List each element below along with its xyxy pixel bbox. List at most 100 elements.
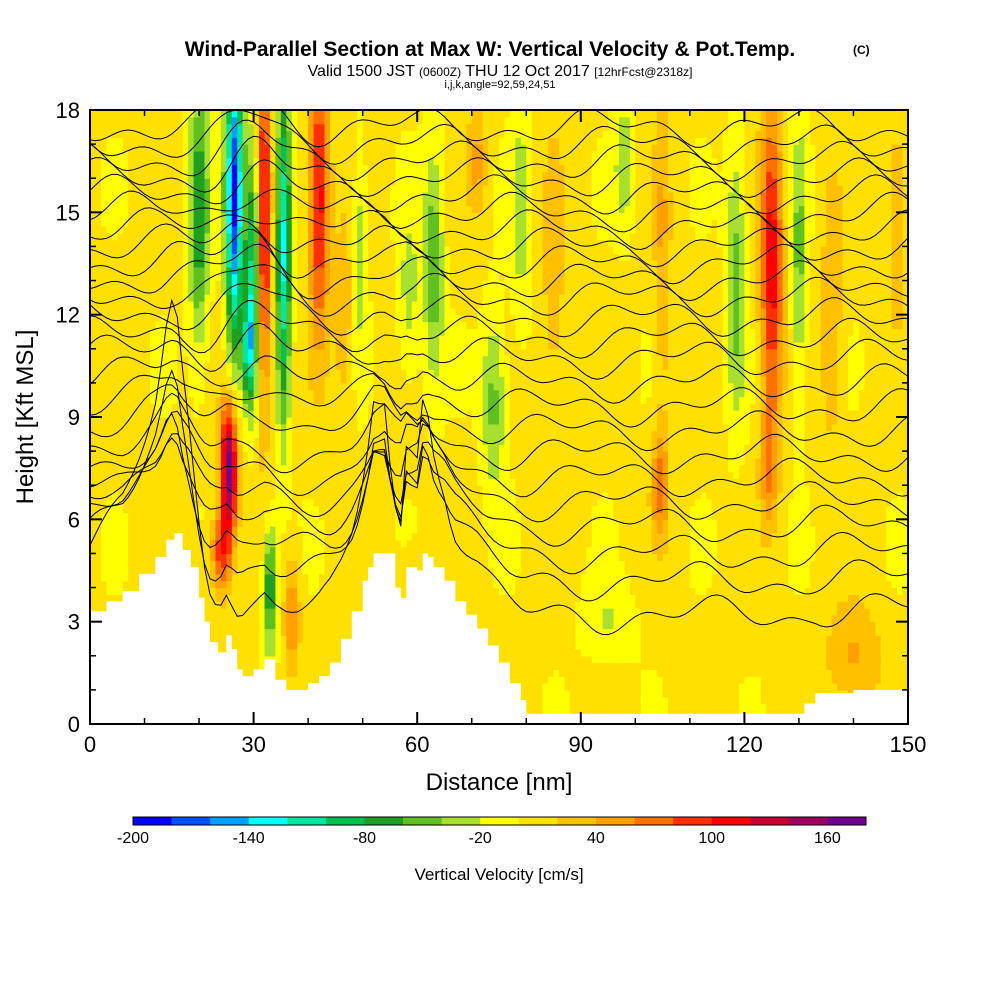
velocity-cell (220, 478, 227, 486)
velocity-cell (362, 287, 369, 295)
velocity-cell (193, 266, 200, 275)
velocity-cell (275, 198, 282, 207)
velocity-cell (106, 294, 113, 302)
velocity-cell (237, 457, 244, 466)
velocity-cell (319, 219, 326, 227)
velocity-cell (313, 341, 320, 350)
velocity-cell (340, 260, 347, 268)
velocity-cell (319, 239, 326, 248)
velocity-cell (362, 198, 369, 207)
velocity-cell (291, 335, 298, 343)
velocity-cell (155, 526, 162, 534)
velocity-cell (357, 512, 364, 520)
velocity-cell (335, 164, 342, 172)
velocity-cell (144, 280, 151, 288)
velocity-cell (346, 519, 353, 527)
velocity-cell (335, 451, 342, 459)
chart-title: Wind-Parallel Section at Max W: Vertical… (185, 38, 796, 61)
velocity-cell (253, 403, 260, 411)
velocity-cell (269, 246, 277, 254)
velocity-cell (253, 532, 260, 541)
velocity-cell (139, 464, 146, 473)
velocity-cell (133, 498, 140, 507)
velocity-cell (95, 171, 102, 179)
valid-line: Valid 1500 JST (0600Z) THU 12 Oct 2017 [… (308, 63, 693, 80)
velocity-cell (231, 294, 238, 302)
velocity-cell (368, 539, 375, 548)
velocity-cell (351, 471, 358, 479)
velocity-cell (111, 307, 118, 316)
velocity-cell (329, 191, 336, 200)
velocity-cell (335, 457, 342, 466)
velocity-cell (242, 587, 249, 595)
velocity-cell (177, 335, 184, 343)
velocity-cell (111, 301, 118, 309)
velocity-cell (122, 580, 129, 589)
velocity-cell (351, 403, 358, 411)
velocity-cell (106, 273, 113, 282)
velocity-cell (209, 635, 217, 643)
velocity-cell (188, 485, 195, 493)
velocity-cell (286, 478, 293, 486)
velocity-cell (351, 130, 358, 138)
velocity-cell (379, 485, 386, 493)
velocity-cell (373, 191, 380, 200)
velocity-cell (177, 328, 184, 336)
velocity-cell (144, 485, 151, 493)
velocity-cell (242, 621, 249, 630)
velocity-cell (220, 232, 227, 241)
velocity-cell (302, 573, 309, 582)
velocity-cell (297, 621, 304, 630)
velocity-cell (122, 355, 129, 364)
velocity-cell (231, 253, 238, 261)
velocity-cell (280, 382, 287, 391)
velocity-cell (373, 321, 380, 329)
velocity-cell (171, 314, 178, 323)
velocity-cell (155, 273, 162, 282)
velocity-cell (313, 287, 320, 295)
velocity-cell (308, 239, 315, 248)
velocity-cell (297, 478, 304, 486)
velocity-cell (166, 355, 173, 364)
velocity-cell (319, 157, 326, 166)
velocity-cell (313, 205, 320, 213)
velocity-cell (204, 123, 211, 132)
velocity-cell (204, 178, 211, 186)
velocity-cell (340, 178, 347, 186)
velocity-cell (182, 273, 189, 282)
velocity-cell (280, 171, 287, 179)
velocity-cell (384, 410, 391, 418)
velocity-cell (291, 464, 298, 473)
velocity-cell (215, 532, 222, 541)
velocity-cell (259, 635, 266, 643)
velocity-cell (329, 457, 336, 466)
velocity-cell (308, 130, 315, 138)
velocity-cell (313, 553, 320, 561)
velocity-cell (149, 239, 157, 248)
velocity-cell (139, 362, 146, 370)
velocity-cell (264, 546, 271, 555)
velocity-cell (351, 287, 358, 295)
velocity-cell (368, 157, 375, 166)
velocity-cell (335, 471, 342, 479)
velocity-cell (275, 492, 282, 500)
velocity-cell (275, 553, 282, 561)
velocity-cell (264, 185, 271, 193)
velocity-cell (259, 573, 266, 582)
velocity-cell (182, 321, 189, 329)
velocity-cell (329, 280, 336, 288)
velocity-cell (319, 573, 326, 582)
velocity-cell (209, 621, 217, 630)
velocity-cell (220, 498, 227, 507)
velocity-cell (368, 212, 375, 220)
velocity-cell (324, 253, 331, 261)
velocity-cell (264, 396, 271, 404)
velocity-cell (253, 335, 260, 343)
velocity-cell (286, 246, 293, 254)
velocity-cell (248, 403, 255, 411)
velocity-cell (177, 266, 184, 275)
velocity-cell (220, 328, 227, 336)
velocity-cell (340, 280, 347, 288)
velocity-cell (95, 382, 102, 391)
velocity-cell (133, 287, 140, 295)
